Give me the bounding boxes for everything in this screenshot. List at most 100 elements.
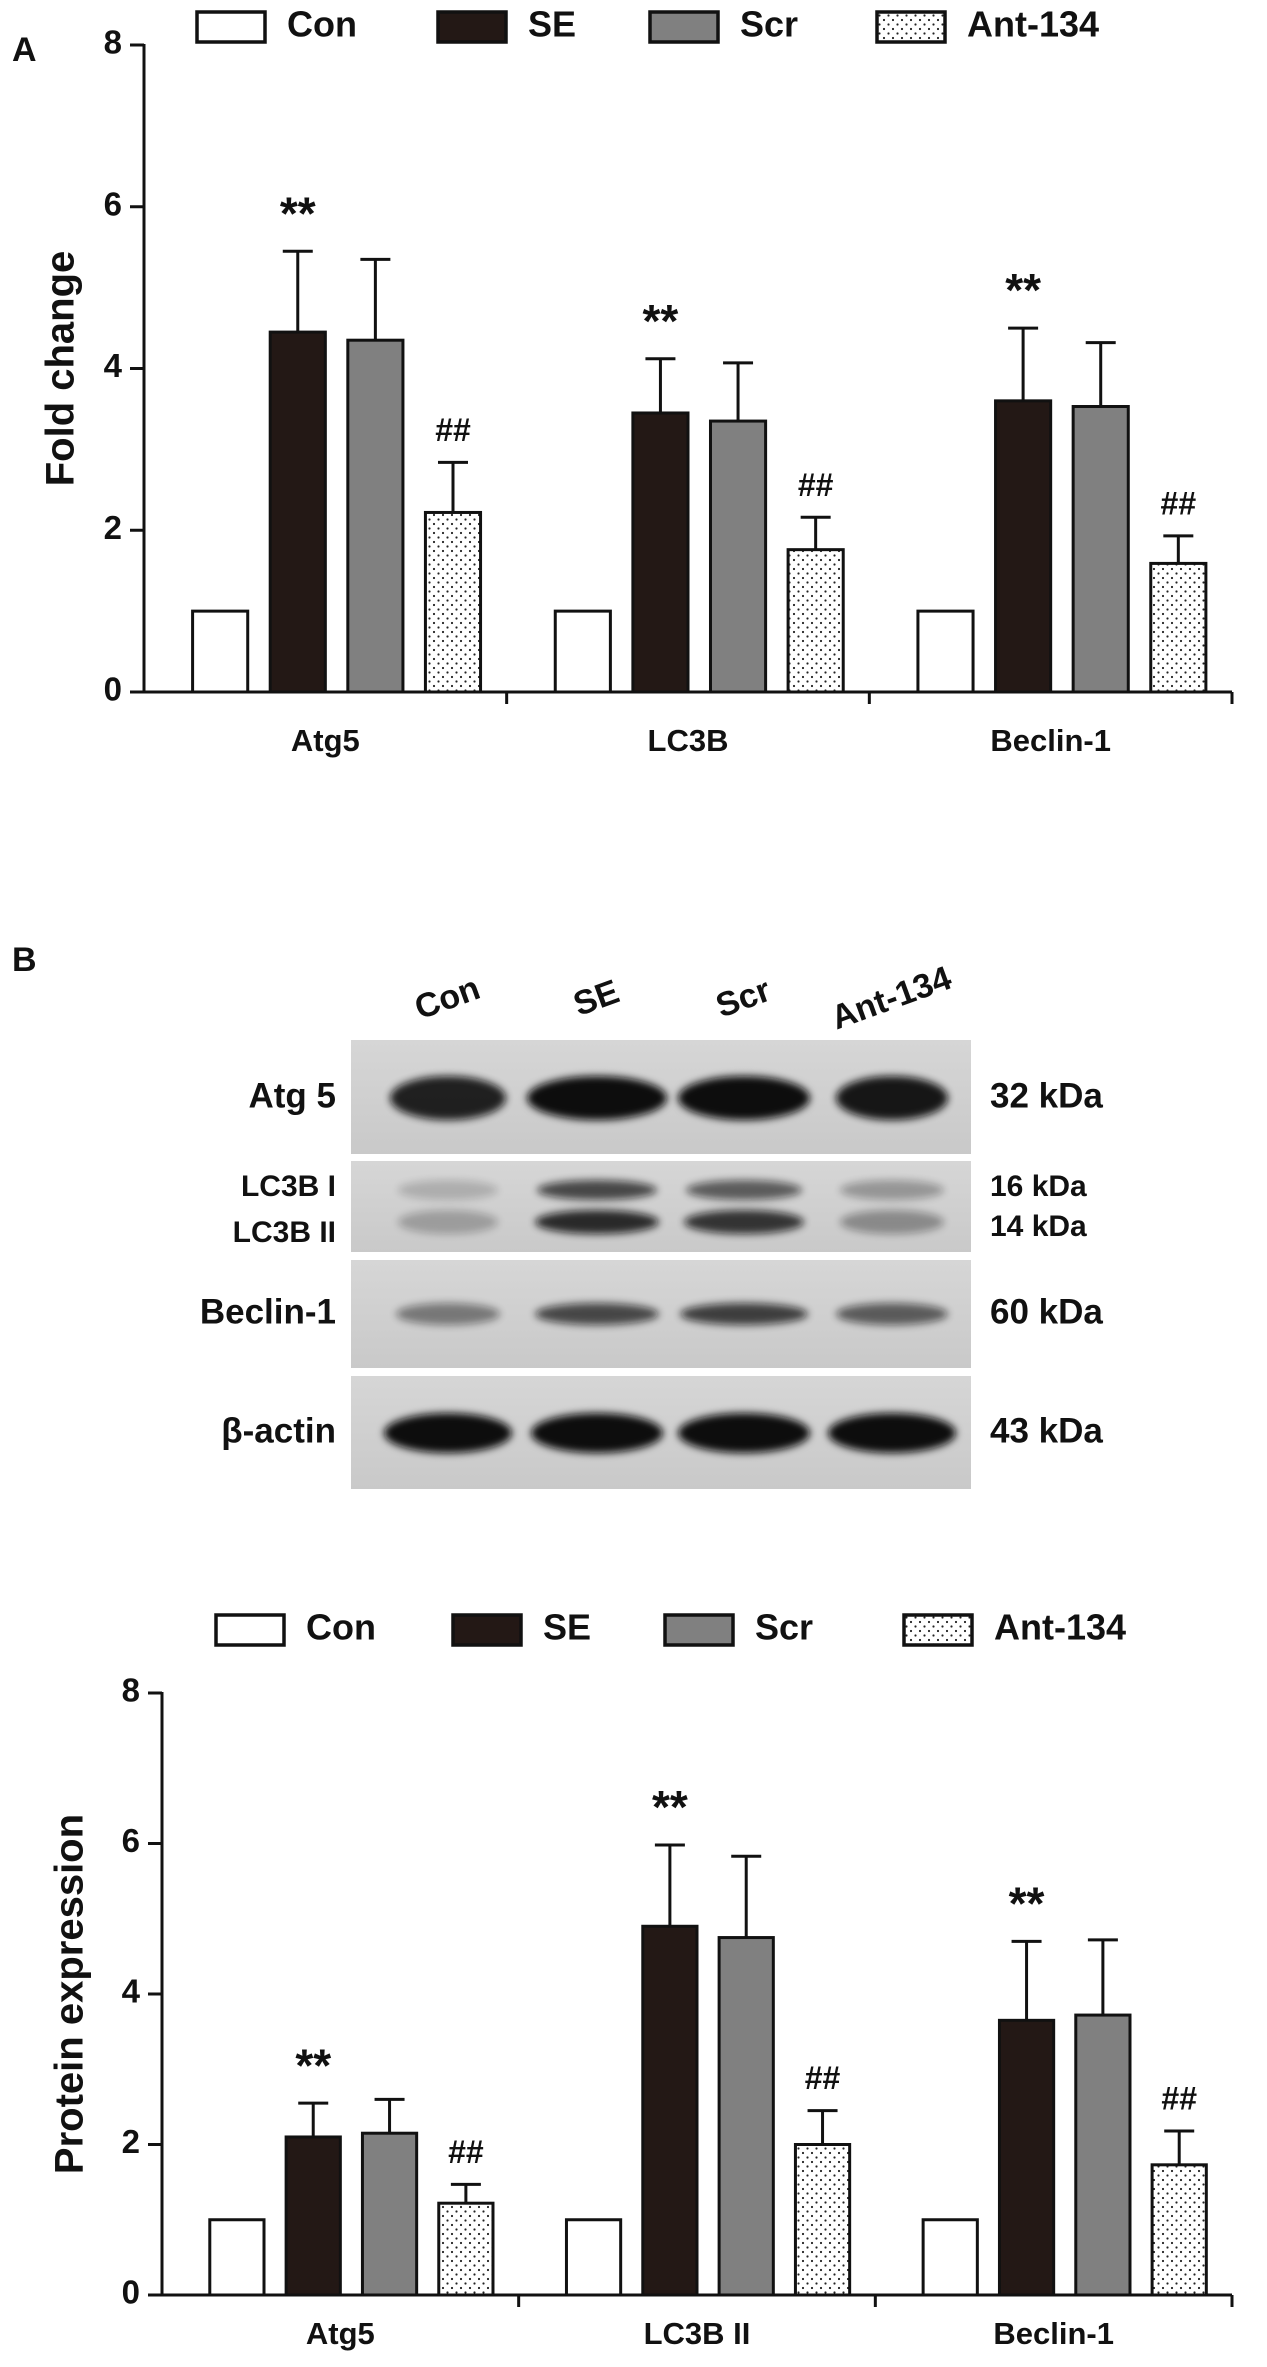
- y-tick-label: 4: [122, 1973, 141, 2010]
- legend-label: SE: [528, 4, 576, 45]
- blot-band: [680, 1303, 808, 1325]
- blot-band: [531, 1413, 663, 1453]
- significance-label: **: [1009, 1877, 1045, 1929]
- panel-label: A: [12, 31, 37, 69]
- significance-label: ##: [435, 412, 471, 448]
- x-tick-label: LC3B: [648, 723, 729, 758]
- significance-label: **: [1005, 264, 1041, 316]
- error-bar: [807, 2109, 838, 2145]
- blot-band: [678, 1076, 810, 1120]
- kda-label: 43 kDa: [990, 1411, 1103, 1450]
- bar: [564, 2218, 623, 2297]
- error-bar: [1011, 1939, 1042, 2021]
- legend-swatch: [875, 10, 947, 44]
- x-tick-label: Beclin-1: [990, 723, 1111, 758]
- kda-label: 16 kDa: [990, 1170, 1087, 1203]
- blot-band: [836, 1303, 948, 1325]
- bar: [641, 1924, 699, 2297]
- significance-label: ##: [798, 467, 834, 503]
- bar: [631, 411, 690, 694]
- blot-band: [384, 1413, 512, 1453]
- error-bar: [374, 2097, 405, 2134]
- legend-swatch: [214, 1613, 286, 1647]
- bar: [360, 2131, 419, 2297]
- error-bar: [1008, 326, 1039, 401]
- legend-swatch: [902, 1613, 974, 1647]
- significance-label: **: [280, 187, 316, 239]
- row-label: Beclin-1: [200, 1292, 336, 1331]
- bar: [708, 419, 768, 694]
- row-label: Atg 5: [249, 1076, 337, 1115]
- blot-band: [537, 1180, 657, 1200]
- blot-band: [684, 1210, 804, 1234]
- error-bar: [1085, 341, 1116, 407]
- error-bar: [282, 249, 313, 333]
- bar: [284, 2135, 342, 2297]
- lane-label: Con: [410, 969, 485, 1027]
- lane-label: Ant-134: [826, 959, 956, 1037]
- bar: [921, 2218, 979, 2297]
- y-tick-label: 4: [104, 347, 123, 384]
- legend-label: Scr: [740, 4, 798, 45]
- bar: [208, 2218, 266, 2297]
- bar: [1150, 2163, 1208, 2297]
- bar: [437, 2201, 495, 2297]
- error-bar: [437, 460, 468, 513]
- blot-band: [686, 1180, 802, 1200]
- legend-swatch: [195, 10, 267, 44]
- bar: [1074, 2013, 1132, 2297]
- lane-label: SE: [569, 972, 625, 1023]
- bar: [997, 2018, 1056, 2297]
- error-bar: [645, 357, 676, 413]
- legend-swatch: [436, 10, 508, 44]
- y-tick-label: 6: [122, 1822, 140, 1859]
- legend-label: SE: [543, 1607, 591, 1648]
- blot-band: [535, 1303, 659, 1325]
- error-bar: [800, 515, 831, 550]
- blot-band: [836, 1076, 948, 1120]
- legend-label: Scr: [755, 1607, 813, 1648]
- significance-label: ##: [448, 2134, 484, 2170]
- blot-band: [535, 1210, 659, 1234]
- bar: [1071, 405, 1130, 694]
- bar: [1149, 561, 1208, 694]
- panel-label: B: [12, 941, 37, 979]
- bar: [916, 609, 975, 694]
- bar: [423, 510, 483, 694]
- legend-label: Con: [287, 4, 357, 45]
- row-label: LC3B II: [233, 1216, 336, 1249]
- error-bar: [1163, 534, 1194, 564]
- bar: [346, 338, 405, 694]
- legend-label: Ant-134: [994, 1607, 1126, 1648]
- error-bar: [298, 2101, 329, 2137]
- error-bar: [1087, 1938, 1118, 2016]
- significance-label: **: [643, 295, 679, 347]
- kda-label: 60 kDa: [990, 1292, 1103, 1331]
- x-tick-label: LC3B II: [644, 2316, 751, 2351]
- significance-label: ##: [1161, 485, 1197, 521]
- error-bar: [731, 1854, 762, 1938]
- blot-band: [828, 1413, 956, 1453]
- error-bar: [654, 1843, 685, 1927]
- legend-swatch: [648, 10, 720, 44]
- blot-band: [840, 1180, 944, 1200]
- y-tick-label: 8: [104, 24, 122, 61]
- significance-label: **: [652, 1781, 688, 1833]
- bar: [268, 330, 327, 694]
- error-bar: [723, 361, 754, 422]
- blot-band: [678, 1413, 810, 1453]
- legend-label: Con: [306, 1607, 376, 1648]
- error-bar: [360, 257, 391, 341]
- bar: [994, 399, 1053, 694]
- y-axis-title: Fold change: [39, 251, 83, 487]
- y-tick-label: 2: [122, 2123, 140, 2160]
- kda-label: 14 kDa: [990, 1210, 1087, 1243]
- blot-band: [527, 1076, 667, 1120]
- legend-swatch: [451, 1613, 523, 1647]
- x-tick-label: Atg5: [291, 723, 360, 758]
- y-tick-label: 2: [104, 509, 122, 546]
- lane-label: Scr: [711, 971, 776, 1025]
- kda-label: 32 kDa: [990, 1076, 1103, 1115]
- blot-band: [396, 1303, 500, 1325]
